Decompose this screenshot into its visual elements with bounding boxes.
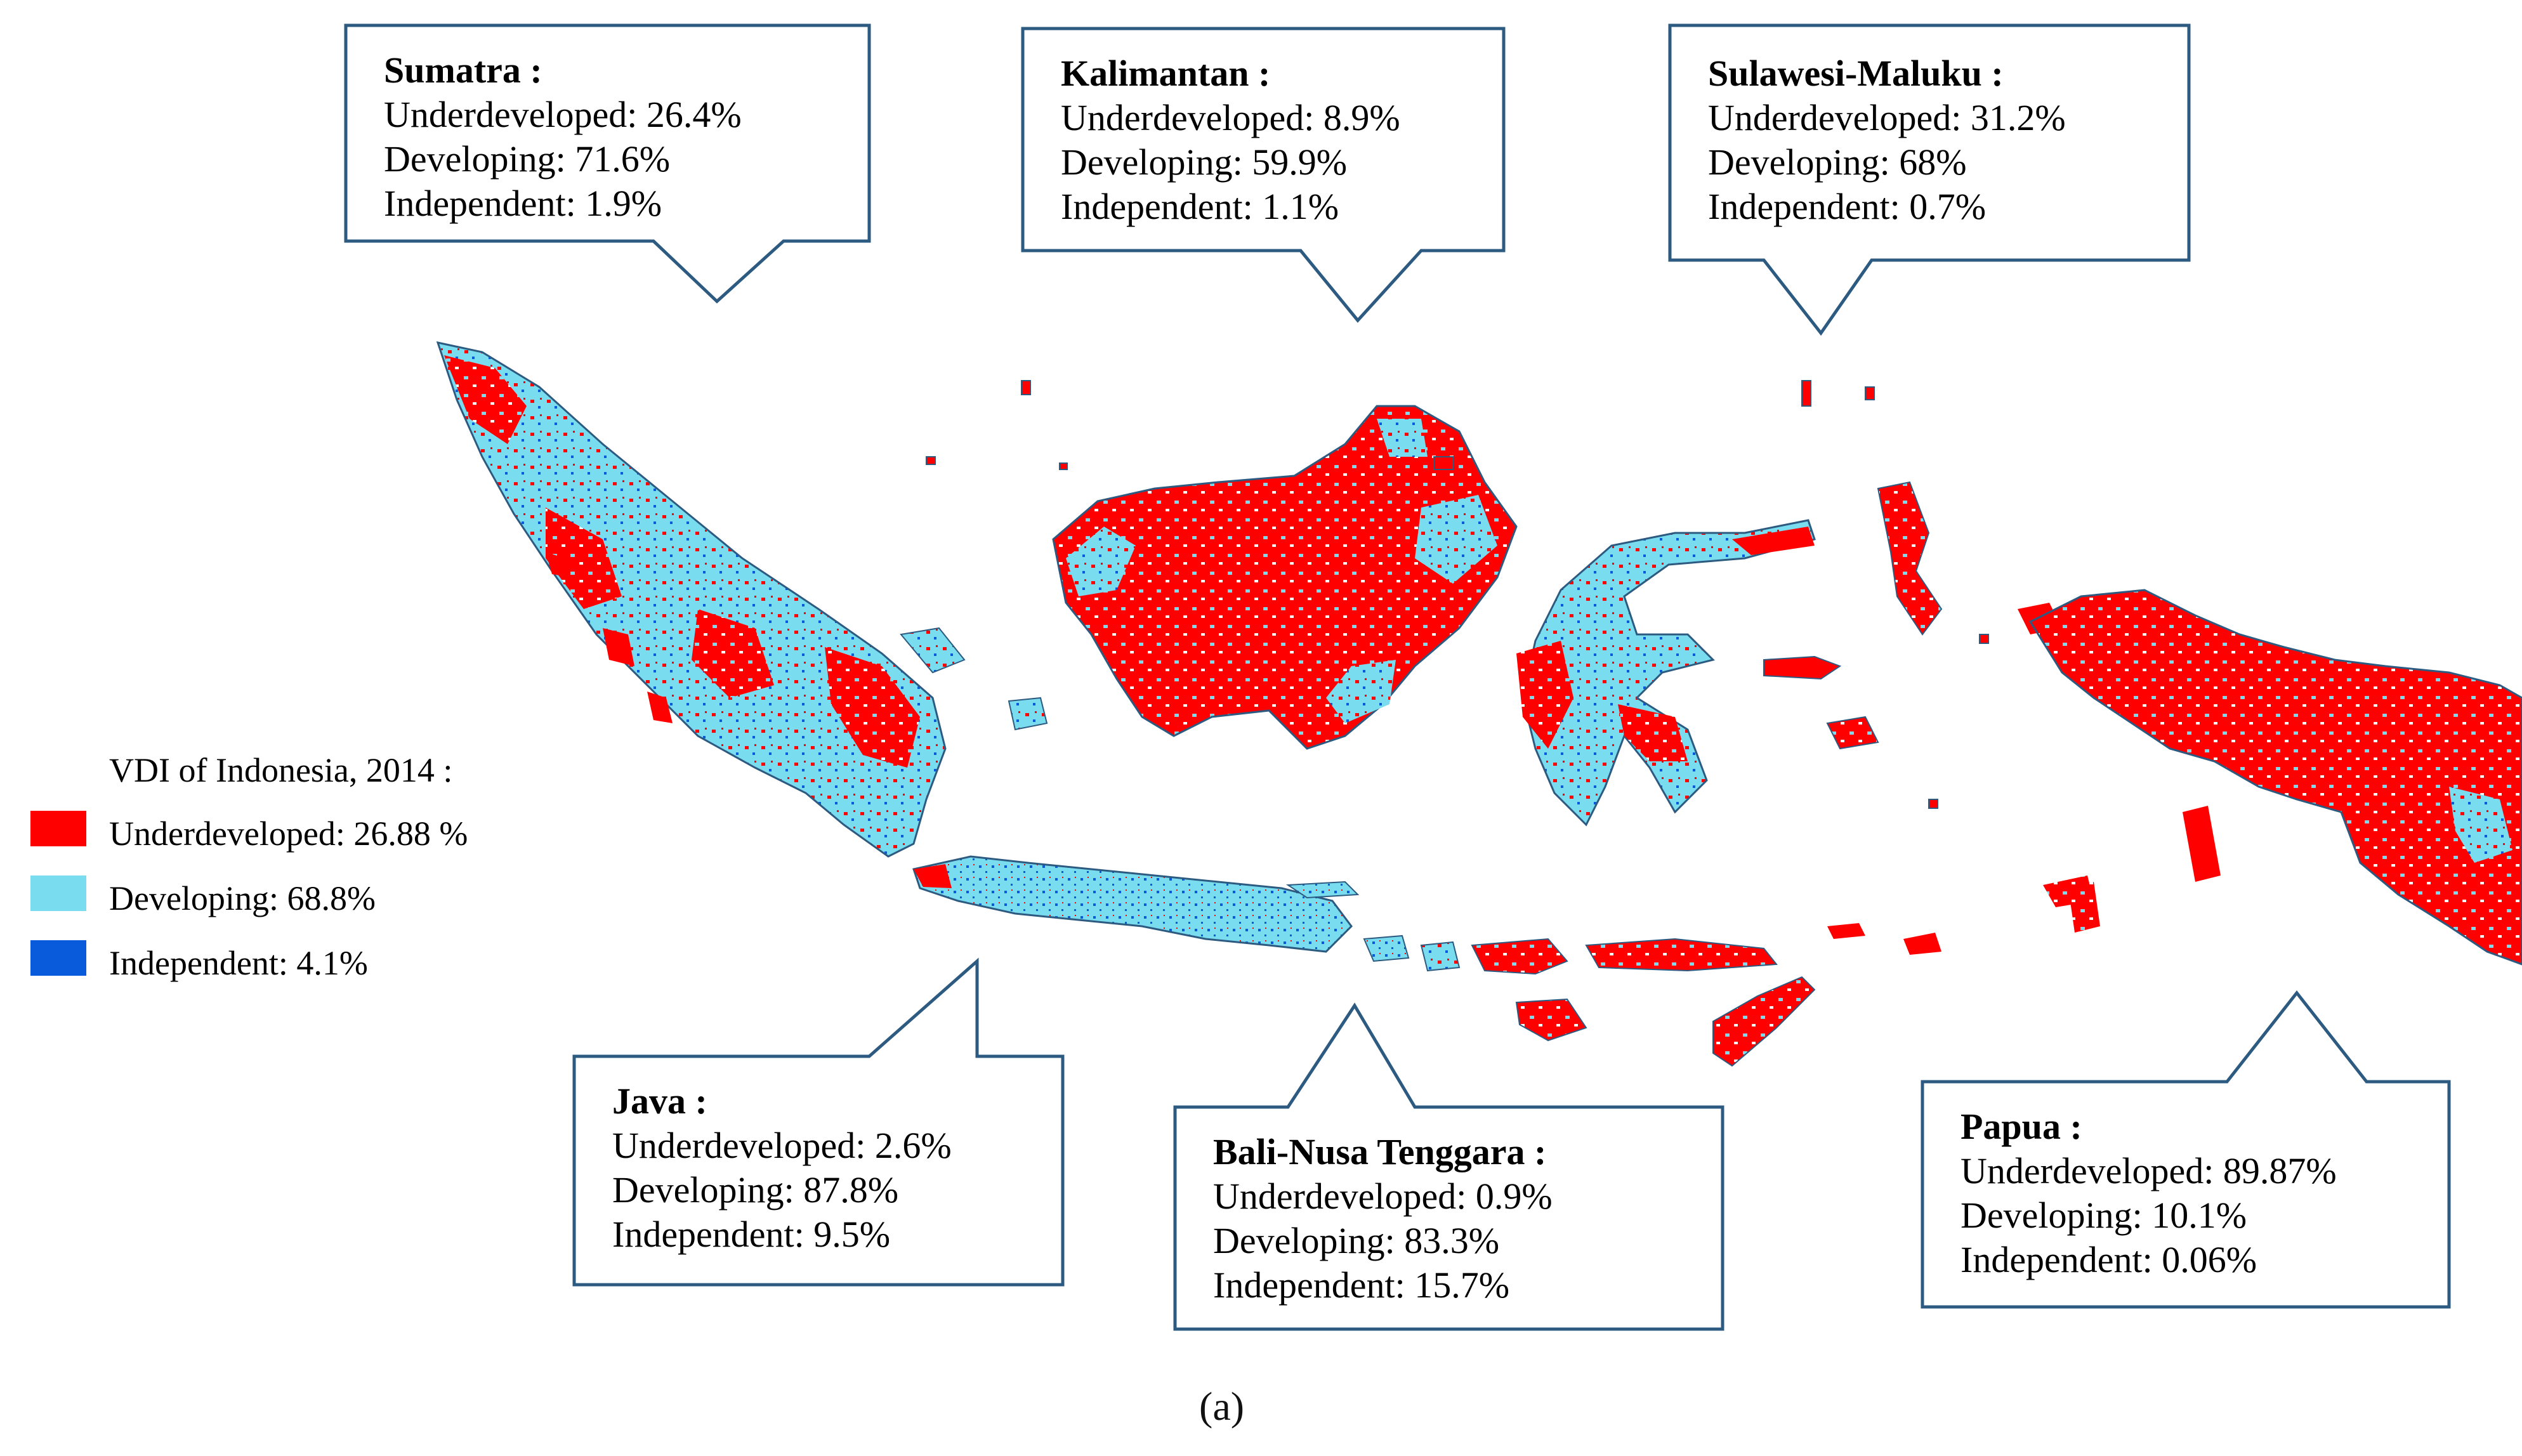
papua-landmass bbox=[2028, 589, 2522, 966]
callout-sumatra: Sumatra : Underdeveloped: 26.4% Developi… bbox=[344, 23, 871, 304]
madura-island bbox=[1285, 881, 1360, 899]
callout-underdeveloped: Underdeveloped: 8.9% bbox=[1061, 97, 1400, 138]
nias-island bbox=[546, 552, 571, 577]
flores-island bbox=[1585, 938, 1778, 972]
callout-independent: Independent: 15.7% bbox=[1213, 1264, 1509, 1306]
callout-developing: Developing: 10.1% bbox=[1960, 1195, 2247, 1236]
islet bbox=[1433, 456, 1454, 470]
bali-island bbox=[1363, 935, 1410, 962]
legend: VDI of Indonesia, 2014 : Underdeveloped:… bbox=[30, 751, 468, 982]
callout-title: Sumatra : bbox=[384, 49, 542, 91]
legend-label-underdeveloped: Underdeveloped: 26.88 % bbox=[109, 815, 468, 853]
callout-underdeveloped: Underdeveloped: 0.9% bbox=[1213, 1176, 1553, 1217]
tanimbar-island bbox=[2183, 806, 2221, 882]
kalimantan-landmass bbox=[1052, 405, 1518, 750]
kalimantan-cyan-area-north bbox=[1377, 419, 1428, 457]
islet bbox=[1021, 380, 1031, 395]
callout-independent: Independent: 1.9% bbox=[384, 183, 662, 224]
legend-title: VDI of Indonesia, 2014 : bbox=[109, 751, 452, 789]
islet bbox=[1801, 380, 1811, 407]
legend-label-independent: Independent: 4.1% bbox=[109, 944, 368, 982]
sulawesi-landmass bbox=[1521, 519, 1816, 827]
papua-cyan-area bbox=[2449, 787, 2512, 863]
sulawesi-red-area-north bbox=[1732, 527, 1815, 555]
sumatra-red-area-north bbox=[444, 355, 527, 444]
callout-developing: Developing: 59.9% bbox=[1061, 141, 1347, 183]
wetar-island bbox=[1903, 933, 1941, 955]
legend-label-developing: Developing: 68.8% bbox=[109, 879, 376, 917]
alor-island bbox=[1827, 923, 1865, 939]
callout-independent: Independent: 0.7% bbox=[1708, 186, 1986, 227]
mentawai-island-south bbox=[647, 692, 673, 723]
legend-swatch-developing bbox=[30, 876, 86, 911]
sumatra-landmass bbox=[436, 341, 947, 858]
halmahera-island bbox=[1877, 481, 1943, 636]
callout-bali-nusa-tenggara: Bali-Nusa Tenggara : Underdeveloped: 0.9… bbox=[1173, 1002, 1724, 1331]
sulawesi-red-area-south bbox=[1516, 641, 1573, 749]
callout-independent: Independent: 0.06% bbox=[1960, 1239, 2257, 1280]
kai-islands bbox=[2043, 876, 2094, 907]
legend-swatch-independent bbox=[30, 940, 86, 976]
callout-developing: Developing: 68% bbox=[1708, 141, 1967, 183]
small-islets bbox=[926, 380, 1989, 809]
islet bbox=[1059, 462, 1068, 470]
kalimantan-cyan-area-west bbox=[1066, 527, 1136, 596]
bangka-island bbox=[900, 627, 966, 674]
callout-title: Kalimantan : bbox=[1061, 53, 1270, 94]
java-landmass bbox=[912, 855, 1353, 953]
callout-developing: Developing: 83.3% bbox=[1213, 1220, 1499, 1261]
callout-independent: Independent: 1.1% bbox=[1061, 186, 1339, 227]
callout-java: Java : Underdeveloped: 2.6% Developing: … bbox=[572, 957, 1065, 1287]
callout-developing: Developing: 71.6% bbox=[384, 138, 670, 180]
callout-title: Sulawesi-Maluku : bbox=[1708, 53, 2004, 94]
islet bbox=[1865, 386, 1875, 400]
belitung-island bbox=[1008, 697, 1048, 731]
sumba-island bbox=[1515, 998, 1587, 1042]
figure-caption: (a) bbox=[1199, 1384, 1245, 1429]
callout-independent: Independent: 9.5% bbox=[612, 1214, 890, 1255]
sumatra-red-area-center bbox=[692, 609, 774, 698]
islet bbox=[1928, 799, 1938, 809]
kalimantan-cyan-area-east bbox=[1415, 495, 1497, 584]
java-red-area-west bbox=[914, 864, 952, 888]
lombok-island bbox=[1420, 941, 1461, 972]
seram-island bbox=[1763, 655, 1842, 680]
sulawesi-red-area-southeast bbox=[1618, 704, 1688, 761]
callout-kalimantan: Kalimantan : Underdeveloped: 8.9% Develo… bbox=[1021, 27, 1506, 323]
callout-underdeveloped: Underdeveloped: 31.2% bbox=[1708, 97, 2066, 138]
callout-underdeveloped: Underdeveloped: 26.4% bbox=[384, 94, 742, 135]
callout-sulawesi-maluku: Sulawesi-Maluku : Underdeveloped: 31.2% … bbox=[1668, 23, 2191, 336]
islet bbox=[1979, 634, 1989, 644]
kalimantan-cyan-area-south bbox=[1326, 660, 1396, 723]
callout-underdeveloped: Underdeveloped: 89.87% bbox=[1960, 1150, 2337, 1191]
sumatra-red-area-south bbox=[825, 647, 920, 768]
mentawai-island bbox=[603, 628, 634, 666]
sumbawa-island bbox=[1471, 938, 1568, 975]
islet bbox=[926, 456, 936, 465]
callout-developing: Developing: 87.8% bbox=[612, 1169, 898, 1210]
callout-papua: Papua : Underdeveloped: 89.87% Developin… bbox=[1921, 990, 2451, 1309]
callout-title: Java : bbox=[612, 1080, 707, 1122]
buru-island bbox=[1826, 716, 1879, 750]
callout-title: Bali-Nusa Tenggara : bbox=[1213, 1131, 1546, 1172]
timor-island bbox=[1712, 976, 1816, 1067]
sumatra-red-area-west bbox=[546, 508, 622, 609]
callout-underdeveloped: Underdeveloped: 2.6% bbox=[612, 1125, 952, 1166]
callout-title: Papua : bbox=[1960, 1106, 2082, 1147]
legend-swatch-underdeveloped bbox=[30, 811, 86, 846]
